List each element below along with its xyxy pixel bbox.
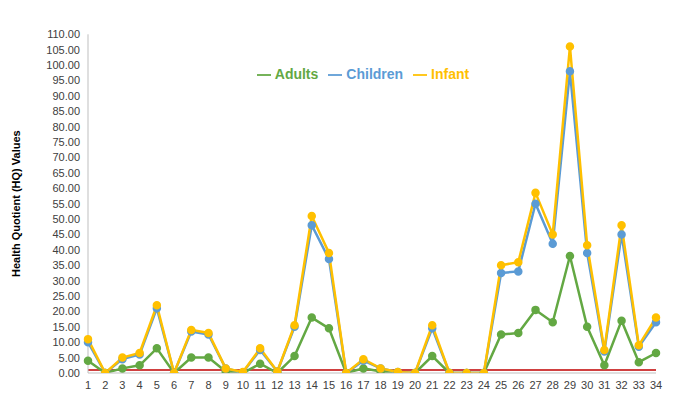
svg-text:85.00: 85.00 (52, 105, 80, 117)
svg-text:33: 33 (633, 379, 645, 391)
svg-text:28: 28 (547, 379, 559, 391)
svg-text:15.00: 15.00 (52, 321, 80, 333)
svg-text:4: 4 (137, 379, 143, 391)
svg-text:20.00: 20.00 (52, 305, 80, 317)
svg-text:23: 23 (461, 379, 473, 391)
svg-text:80.00: 80.00 (52, 121, 80, 133)
svg-text:100.00: 100.00 (46, 59, 80, 71)
svg-text:55.00: 55.00 (52, 198, 80, 210)
svg-text:10: 10 (237, 379, 249, 391)
svg-text:35.00: 35.00 (52, 259, 80, 271)
svg-text:24: 24 (478, 379, 490, 391)
svg-text:12: 12 (271, 379, 283, 391)
svg-text:29: 29 (564, 379, 576, 391)
svg-text:50.00: 50.00 (52, 213, 80, 225)
svg-text:2: 2 (102, 379, 108, 391)
svg-text:22: 22 (443, 379, 455, 391)
svg-text:75.00: 75.00 (52, 136, 80, 148)
svg-text:18: 18 (374, 379, 386, 391)
svg-text:90.00: 90.00 (52, 90, 80, 102)
html-text:Children: Children (346, 66, 404, 82)
svg-text:60.00: 60.00 (52, 182, 80, 194)
svg-text:20: 20 (409, 379, 421, 391)
svg-text:95.00: 95.00 (52, 74, 80, 86)
svg-text:17: 17 (357, 379, 369, 391)
svg-text:110.00: 110.00 (47, 28, 80, 40)
svg-text:11: 11 (254, 379, 265, 391)
svg-text:65.00: 65.00 (52, 167, 80, 179)
svg-text:25: 25 (495, 379, 507, 391)
svg-text:5.00: 5.00 (59, 352, 80, 364)
svg-text:27: 27 (529, 379, 541, 391)
svg-text:13: 13 (288, 379, 300, 391)
svg-text:15: 15 (323, 379, 335, 391)
svg-text:0.00: 0.00 (59, 367, 80, 379)
svg-text:16: 16 (340, 379, 352, 391)
svg-text:Health Quotient (HQ) Values: Health Quotient (HQ) Values (10, 130, 22, 277)
html-text:Adults: Adults (274, 66, 319, 82)
html-text:Infant: Infant (431, 66, 470, 82)
svg-text:34: 34 (650, 379, 662, 391)
svg-text:105.00: 105.00 (46, 44, 80, 56)
svg-text:26: 26 (512, 379, 524, 391)
svg-text:32: 32 (615, 379, 627, 391)
svg-text:14: 14 (306, 379, 318, 391)
svg-text:6: 6 (171, 379, 177, 391)
svg-text:8: 8 (205, 379, 211, 391)
svg-text:30.00: 30.00 (52, 275, 80, 287)
svg-text:7: 7 (188, 379, 194, 391)
svg-text:1: 1 (85, 379, 91, 391)
svg-text:31: 31 (598, 379, 610, 391)
svg-text:9: 9 (223, 379, 229, 391)
svg-text:25.00: 25.00 (52, 290, 80, 302)
svg-text:45.00: 45.00 (52, 228, 80, 240)
svg-text:3: 3 (119, 379, 125, 391)
svg-text:30: 30 (581, 379, 593, 391)
svg-text:5: 5 (154, 379, 160, 391)
svg-text:10.00: 10.00 (52, 336, 80, 348)
svg-text:21: 21 (426, 379, 438, 391)
svg-text:40.00: 40.00 (52, 244, 80, 256)
svg-text:19: 19 (392, 379, 404, 391)
svg-text:70.00: 70.00 (52, 151, 80, 163)
